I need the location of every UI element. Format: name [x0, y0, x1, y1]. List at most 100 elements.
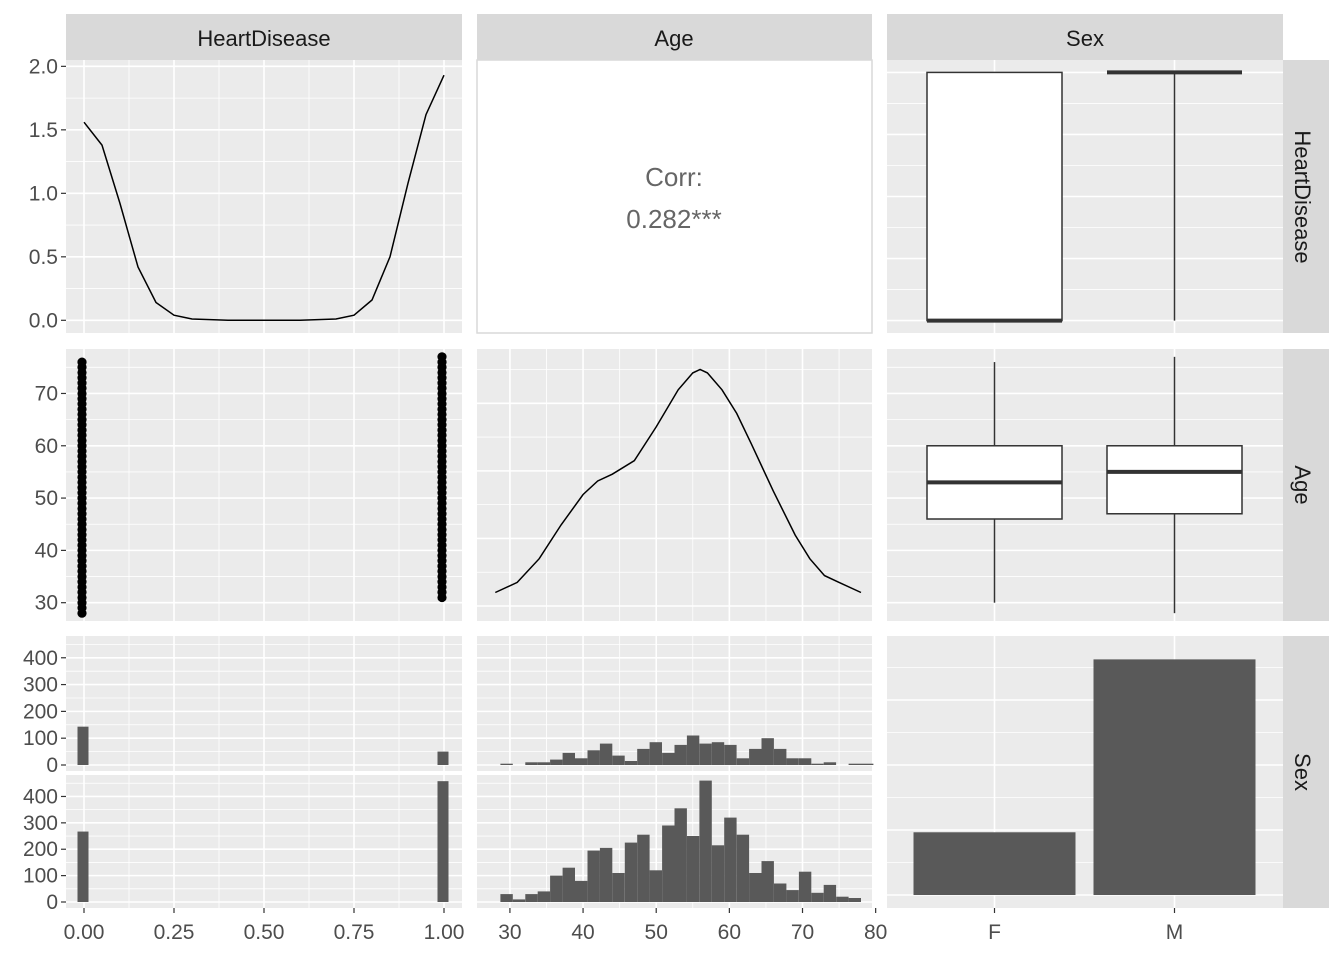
histogram-bar [674, 808, 687, 902]
histogram-bar [77, 726, 89, 765]
y-tick-label: 40 [35, 539, 58, 562]
column-strip-sex: Sex [887, 14, 1283, 60]
histogram-bar [662, 752, 675, 765]
y-tick-label: 400 [23, 785, 58, 808]
y-tick-label: 70 [35, 382, 58, 405]
scatter-point [77, 357, 87, 367]
y-tick-label: 300 [23, 812, 58, 835]
box-body [926, 71, 1063, 322]
histogram-bar [599, 743, 613, 765]
correlation-label: Corr: [645, 162, 703, 192]
plot-panels: 0.0 0.5 1.0 1.5 2.0 30 40 50 60 70 0 100 200 300 400 0 1… [23, 55, 1283, 944]
histogram-bar [537, 762, 551, 765]
histogram-bar [587, 750, 600, 765]
density-line [494, 368, 862, 594]
row-strip-sex: Sex [1283, 636, 1329, 908]
x-tick-label: 30 [498, 921, 521, 944]
x-tick-label: 0.00 [64, 921, 105, 944]
y-tick-label: 50 [35, 487, 58, 510]
histogram-bar [649, 742, 662, 765]
histogram-bar [550, 759, 563, 765]
correlation-value: 0.282*** [626, 204, 721, 234]
x-tick-label: 1.00 [424, 921, 465, 944]
histogram-bar [736, 758, 750, 765]
y-tick-label: 1.5 [29, 119, 58, 142]
bar [913, 832, 1076, 895]
histogram-bar [686, 735, 700, 765]
histogram-bar [836, 896, 849, 902]
histogram-bar [500, 763, 513, 765]
y-tick-label: 0 [46, 754, 58, 777]
histogram-bar [437, 751, 449, 765]
histogram-bar [699, 743, 712, 765]
histogram-bar [798, 871, 812, 902]
density-line [83, 74, 445, 322]
row-strip-age: Age [1283, 349, 1329, 621]
column-strip-label: HeartDisease [197, 26, 330, 51]
histogram-bar [736, 834, 750, 902]
panel-age-density [477, 349, 872, 621]
column-strip-age: Age [477, 14, 872, 60]
histogram-bar [525, 762, 538, 765]
histogram-bar [637, 834, 650, 902]
histogram-bar [848, 763, 861, 765]
histogram-bar [774, 883, 787, 902]
histogram-bar [811, 763, 824, 765]
scatter-point [437, 352, 447, 362]
correlation-panel: Corr: 0.282*** [476, 59, 873, 334]
x-tick-label: 0.25 [154, 921, 195, 944]
y-tick-label: 0.0 [29, 309, 58, 332]
histogram-bar [761, 738, 774, 765]
y-tick-label: 100 [23, 865, 58, 888]
histogram-bar [674, 744, 687, 765]
histogram-bar [612, 755, 625, 765]
histogram-bar [562, 752, 575, 765]
y-tick-label: 300 [23, 674, 58, 697]
column-strip-heartdisease: HeartDisease [66, 14, 462, 60]
row-strip-heartdisease: HeartDisease [1283, 60, 1329, 333]
y-tick-label: 30 [35, 592, 58, 615]
histogram-bar [599, 847, 613, 902]
histogram-bar [774, 748, 787, 765]
histogram-bar [861, 763, 874, 765]
histogram-bar [811, 892, 824, 902]
x-tick-label: 60 [718, 921, 741, 944]
bar [1093, 659, 1256, 895]
histogram-bar [637, 748, 650, 765]
y-tick-label: 200 [23, 838, 58, 861]
y-tick-label: 60 [35, 435, 58, 458]
x-tick-label: 0.75 [334, 921, 375, 944]
x-tick-label: F [988, 921, 1001, 944]
column-strip-label: Sex [1066, 26, 1104, 51]
y-tick-label: 1.0 [29, 182, 58, 205]
histogram-bar [823, 762, 837, 765]
box-body [1106, 445, 1243, 515]
y-tick-label: 2.0 [29, 55, 58, 78]
histogram-bar [848, 898, 861, 902]
x-tick-label: M [1166, 921, 1184, 944]
y-tick-label: 100 [23, 727, 58, 750]
y-tick-label: 400 [23, 647, 58, 670]
histogram-bar [624, 842, 638, 902]
histogram-bar [537, 891, 551, 902]
x-tick-label: 0.50 [244, 921, 285, 944]
x-tick-label: 50 [645, 921, 668, 944]
histogram-bar [437, 781, 449, 902]
histogram-bar [823, 884, 837, 902]
row-strip-label: Sex [1290, 753, 1315, 791]
histogram-bar [711, 845, 725, 902]
histogram-bar [512, 899, 526, 902]
histogram-bar [587, 850, 600, 902]
histogram-bar [749, 873, 762, 902]
histogram-bar [724, 744, 737, 765]
y-tick-label: 0 [46, 891, 58, 914]
histogram-bar [724, 817, 737, 902]
histogram-bar [562, 867, 575, 902]
histogram-bar [686, 836, 700, 902]
histogram-bar [500, 894, 513, 902]
x-tick-label: 70 [791, 921, 814, 944]
histogram-bar [77, 831, 89, 902]
histogram-bar [749, 748, 762, 765]
x-tick-label: 40 [571, 921, 594, 944]
